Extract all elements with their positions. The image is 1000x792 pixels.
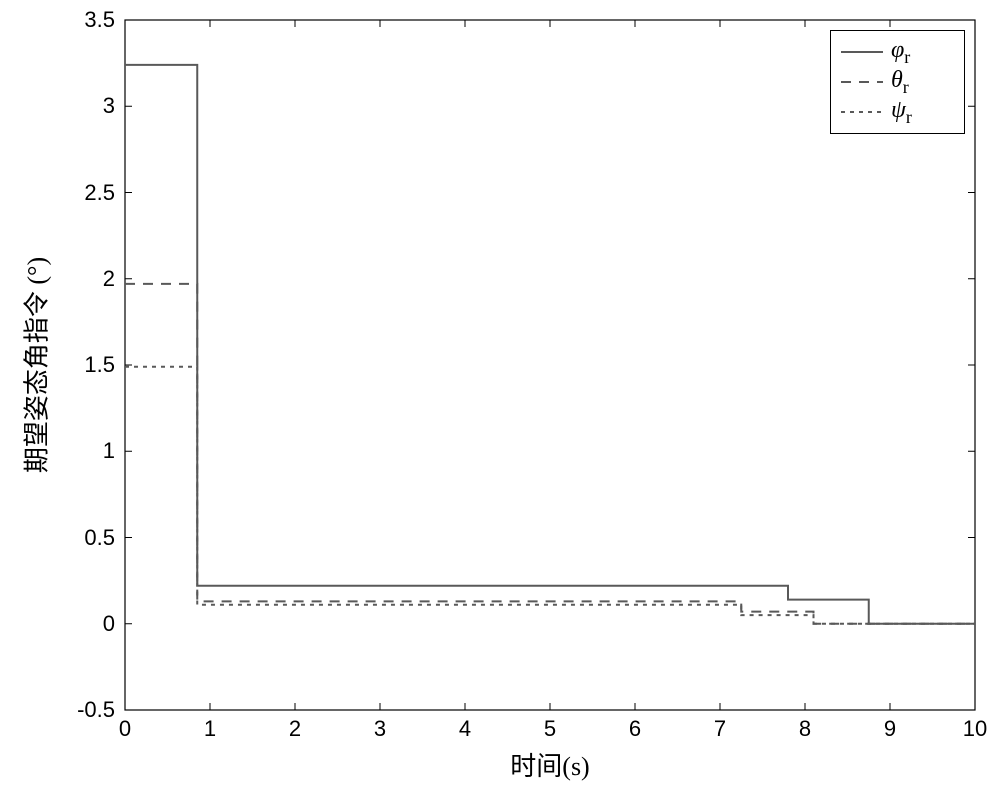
x-tick-label: 4 xyxy=(459,716,471,742)
y-tick-label: 0 xyxy=(103,611,115,637)
legend-label-psi_r: ψr xyxy=(891,97,912,128)
y-tick-label: 3.5 xyxy=(84,7,115,33)
y-tick-label: 0.5 xyxy=(84,525,115,551)
legend: φrθrψr xyxy=(830,30,965,134)
legend-item-theta_r: θr xyxy=(841,67,954,97)
chart-container: 012345678910-0.500.511.522.533.5 时间(s) 期… xyxy=(0,0,1000,792)
y-tick-label: 2 xyxy=(103,266,115,292)
y-tick-label: -0.5 xyxy=(77,697,115,723)
x-tick-label: 3 xyxy=(374,716,386,742)
x-tick-label: 1 xyxy=(204,716,216,742)
legend-swatch-phi_r xyxy=(841,42,883,62)
x-tick-label: 6 xyxy=(629,716,641,742)
x-axis-label: 时间(s) xyxy=(510,746,589,783)
legend-label-theta_r: θr xyxy=(891,67,909,98)
legend-item-psi_r: ψr xyxy=(841,97,954,127)
y-tick-label: 1 xyxy=(103,438,115,464)
y-tick-label: 3 xyxy=(103,93,115,119)
legend-label-phi_r: φr xyxy=(891,37,910,68)
y-axis-label: 期望姿态角指令 (°) xyxy=(17,257,54,473)
series-theta_r xyxy=(125,284,975,624)
y-tick-label: 2.5 xyxy=(84,180,115,206)
legend-swatch-psi_r xyxy=(841,102,883,122)
legend-item-phi_r: φr xyxy=(841,37,954,67)
x-tick-label: 0 xyxy=(119,716,131,742)
x-tick-label: 7 xyxy=(714,716,726,742)
x-tick-label: 2 xyxy=(289,716,301,742)
series-phi_r xyxy=(125,65,975,624)
x-tick-label: 9 xyxy=(884,716,896,742)
legend-swatch-theta_r xyxy=(841,72,883,92)
y-tick-label: 1.5 xyxy=(84,352,115,378)
x-tick-label: 10 xyxy=(963,716,987,742)
x-tick-label: 5 xyxy=(544,716,556,742)
x-tick-label: 8 xyxy=(799,716,811,742)
